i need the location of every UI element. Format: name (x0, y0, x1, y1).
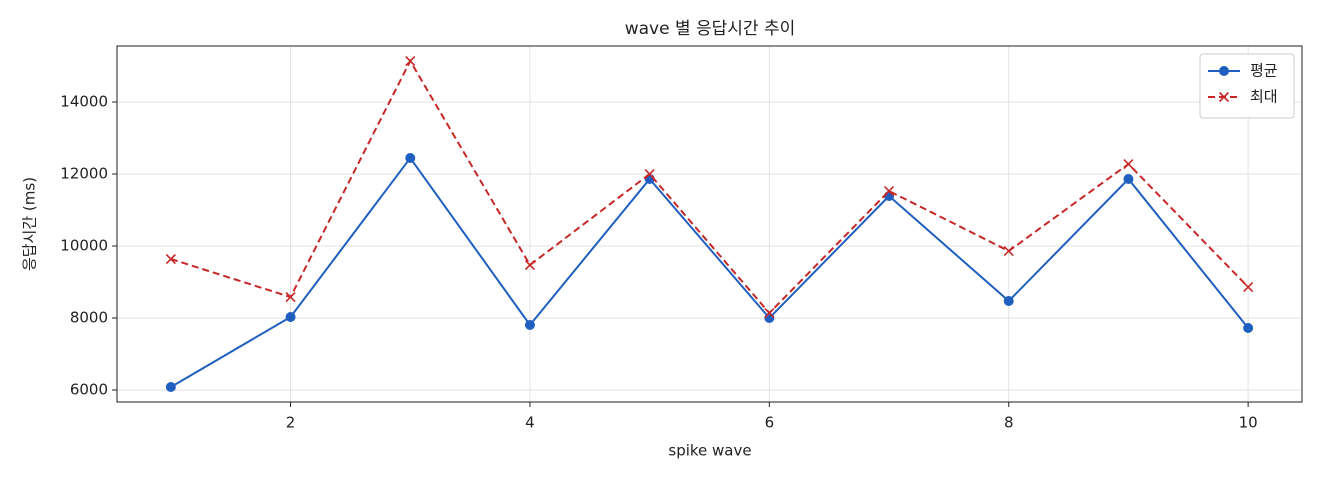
marker (764, 313, 775, 324)
marker (1003, 296, 1014, 307)
marker (524, 259, 536, 271)
legend-label: 평균 (1250, 62, 1278, 80)
x-axis-label: spike wave (668, 442, 751, 460)
y-axis-label: 응답시간 (ms) (21, 177, 39, 271)
y-tick-label: 6000 (70, 381, 108, 399)
series-line (170, 156, 1249, 388)
y-tick-label: 12000 (60, 165, 108, 183)
legend-label: 최대 (1250, 88, 1278, 106)
x-tick-label: 6 (765, 414, 775, 432)
marker (1243, 281, 1254, 293)
x-tick-label: 8 (1004, 414, 1014, 432)
y-tick-label: 8000 (70, 309, 108, 327)
chart-title: wave 별 응답시간 추이 (625, 19, 796, 39)
x-tick-label: 2 (286, 414, 296, 432)
series-line (170, 58, 1249, 315)
marker (405, 55, 416, 67)
marker (405, 153, 416, 164)
x-tick-label: 10 (1239, 414, 1258, 432)
marker (1123, 158, 1134, 170)
marker (524, 319, 535, 330)
marker (644, 168, 655, 180)
marker (1243, 323, 1254, 334)
y-tick-label: 14000 (60, 93, 108, 111)
legend-box (1199, 53, 1295, 119)
legend-marker (1218, 91, 1230, 103)
y-tick-label: 10000 (60, 237, 108, 255)
marker (1003, 245, 1014, 257)
marker (1123, 174, 1134, 185)
plot-frame (116, 45, 1303, 403)
marker (285, 291, 296, 303)
marker (165, 253, 176, 265)
legend-marker (1219, 66, 1229, 76)
marker (165, 382, 176, 393)
marker (764, 307, 775, 319)
x-tick-label: 4 (525, 414, 535, 432)
marker (285, 312, 296, 323)
marker (883, 185, 895, 197)
